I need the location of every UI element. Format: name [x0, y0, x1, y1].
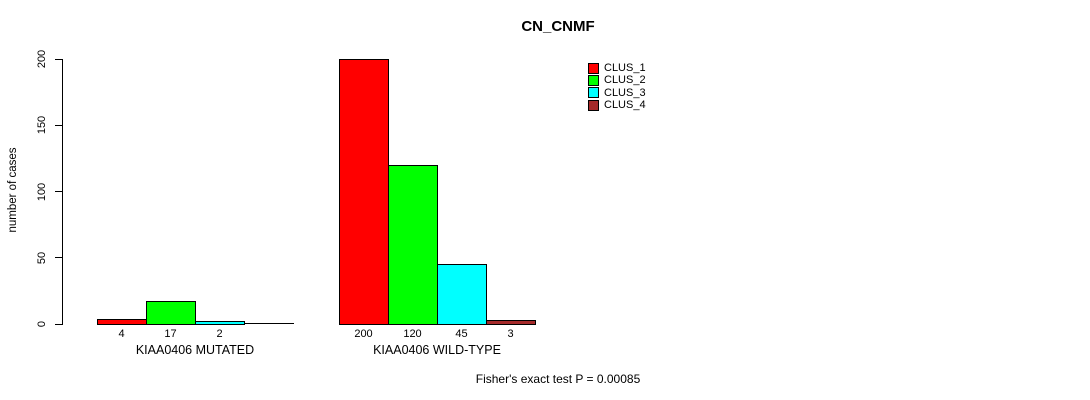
bar-clus_4	[486, 320, 536, 325]
legend-label: CLUS_4	[604, 99, 646, 112]
bar-clus_1	[339, 59, 389, 325]
legend-item-clus3: CLUS_3	[588, 87, 646, 99]
y-tick-mark	[55, 191, 62, 192]
y-tick-mark	[55, 323, 62, 325]
bar-clus_2	[146, 301, 196, 325]
chart-title: CN_CNMF	[521, 18, 595, 35]
legend-label: CLUS_1	[604, 62, 646, 75]
y-tick-mark	[55, 257, 62, 259]
y-axis-title: number of cases	[7, 147, 19, 233]
y-tick-mark	[55, 124, 62, 126]
fisher-test-annotation: Fisher's exact test P = 0.00085	[475, 372, 641, 386]
bar-value-label: 45	[455, 328, 468, 340]
y-tick-label: 200	[36, 49, 48, 69]
bar-value-label: 200	[354, 328, 373, 340]
legend-swatch-clus4	[588, 99, 599, 111]
y-tick-label: 100	[36, 182, 48, 201]
bar-value-label: 3	[507, 328, 514, 340]
category-label: KIAA0406 MUTATED	[135, 343, 255, 357]
category-label: KIAA0406 WILD-TYPE	[373, 343, 501, 357]
legend-label: CLUS_2	[604, 74, 646, 87]
legend-item-clus1: CLUS_1	[588, 62, 646, 74]
bar-value-label: 17	[164, 328, 177, 340]
bar-clus_1	[97, 319, 147, 325]
y-tick-mark	[55, 58, 62, 60]
bar-value-label: 4	[118, 328, 125, 340]
bar-clus_2	[388, 165, 438, 325]
y-tick-label: 0	[36, 320, 48, 328]
y-tick-label: 150	[36, 116, 48, 135]
legend-item-clus4: CLUS_4	[588, 99, 646, 111]
legend-swatch-clus3	[588, 87, 599, 99]
bar-value-label: 120	[403, 328, 422, 340]
bar-clus_4-zero	[244, 323, 294, 324]
bar-clus_3	[437, 264, 487, 325]
legend-label: CLUS_3	[604, 86, 646, 99]
legend-swatch-clus1	[588, 62, 599, 74]
bar-value-label: 2	[216, 328, 223, 340]
legend-swatch-clus2	[588, 74, 599, 86]
legend-item-clus2: CLUS_2	[588, 74, 646, 86]
legend: CLUS_1 CLUS_2 CLUS_3 CLUS_4	[588, 62, 646, 111]
y-tick-label: 50	[36, 251, 48, 264]
y-axis-line	[62, 59, 63, 325]
bar-clus_3	[195, 321, 245, 325]
